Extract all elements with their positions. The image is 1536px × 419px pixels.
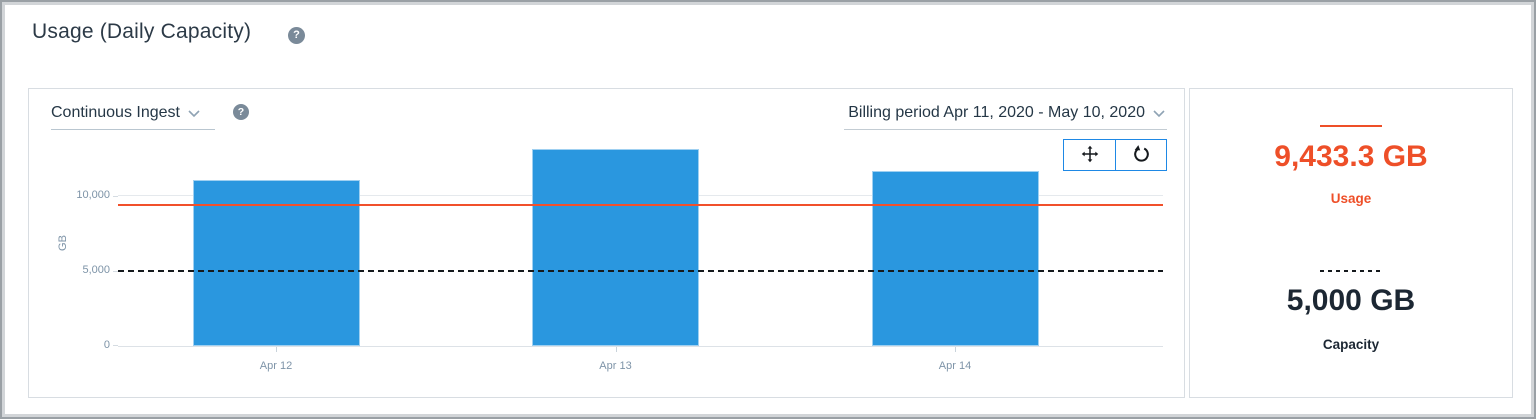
y-axis-tick <box>113 345 118 346</box>
y-tick-label: 0 <box>103 339 110 351</box>
chart-card: Continuous Ingest ? Billing period Apr 1… <box>28 88 1185 398</box>
x-tick-label: Apr 14 <box>938 360 972 372</box>
y-axis-tick <box>113 271 118 272</box>
usage-label: Usage <box>1330 191 1372 206</box>
page-title: Usage (Daily Capacity) <box>32 20 252 43</box>
chevron-down-icon <box>188 105 200 123</box>
dataset-selector-dropdown[interactable]: Continuous Ingest <box>51 100 215 130</box>
x-tick-label: Apr 13 <box>599 360 632 372</box>
chevron-down-icon <box>1153 105 1165 123</box>
page-help-icon[interactable]: ? <box>288 27 305 44</box>
plot-area: 0 5,000 10,000 Apr 12 Apr 13 Apr 14 <box>76 143 1163 372</box>
y-axis-title: GB <box>56 235 69 251</box>
usage-reference-line <box>118 203 1163 206</box>
chart-toolbar <box>1063 139 1167 171</box>
capacity-legend-swatch <box>1320 270 1382 272</box>
bar-apr-14[interactable] <box>871 171 1039 346</box>
rotate-reset-icon <box>1132 144 1151 166</box>
capacity-value: 5,000 GB <box>1286 284 1416 317</box>
dataset-selector-label: Continuous Ingest <box>51 103 180 121</box>
y-tick-label: 5,000 <box>82 264 110 276</box>
y-tick-label: 10,000 <box>76 189 110 201</box>
billing-period-dropdown[interactable]: Billing period Apr 11, 2020 - May 10, 20… <box>844 100 1167 130</box>
pan-button[interactable] <box>1064 140 1115 170</box>
bar-apr-12[interactable] <box>192 180 360 346</box>
x-axis-tick <box>276 347 277 352</box>
move-arrows-icon <box>1081 145 1099 166</box>
dataset-help-icon[interactable]: ? <box>233 104 249 120</box>
capacity-reference-line <box>118 270 1163 272</box>
x-axis-tick <box>955 347 956 352</box>
y-axis-tick <box>113 196 118 197</box>
billing-period-label: Billing period Apr 11, 2020 - May 10, 20… <box>848 103 1145 121</box>
capacity-label: Capacity <box>1322 337 1380 352</box>
usage-legend-swatch <box>1320 125 1382 127</box>
x-axis-tick <box>615 347 617 352</box>
x-tick-label: Apr 12 <box>259 360 293 372</box>
summary-panel: 9,433.3 GB Usage 5,000 GB Capacity <box>1189 88 1513 398</box>
usage-value: 9,433.3 GB <box>1274 140 1428 173</box>
reset-zoom-button[interactable] <box>1115 140 1166 170</box>
bar-apr-13[interactable] <box>532 148 699 346</box>
